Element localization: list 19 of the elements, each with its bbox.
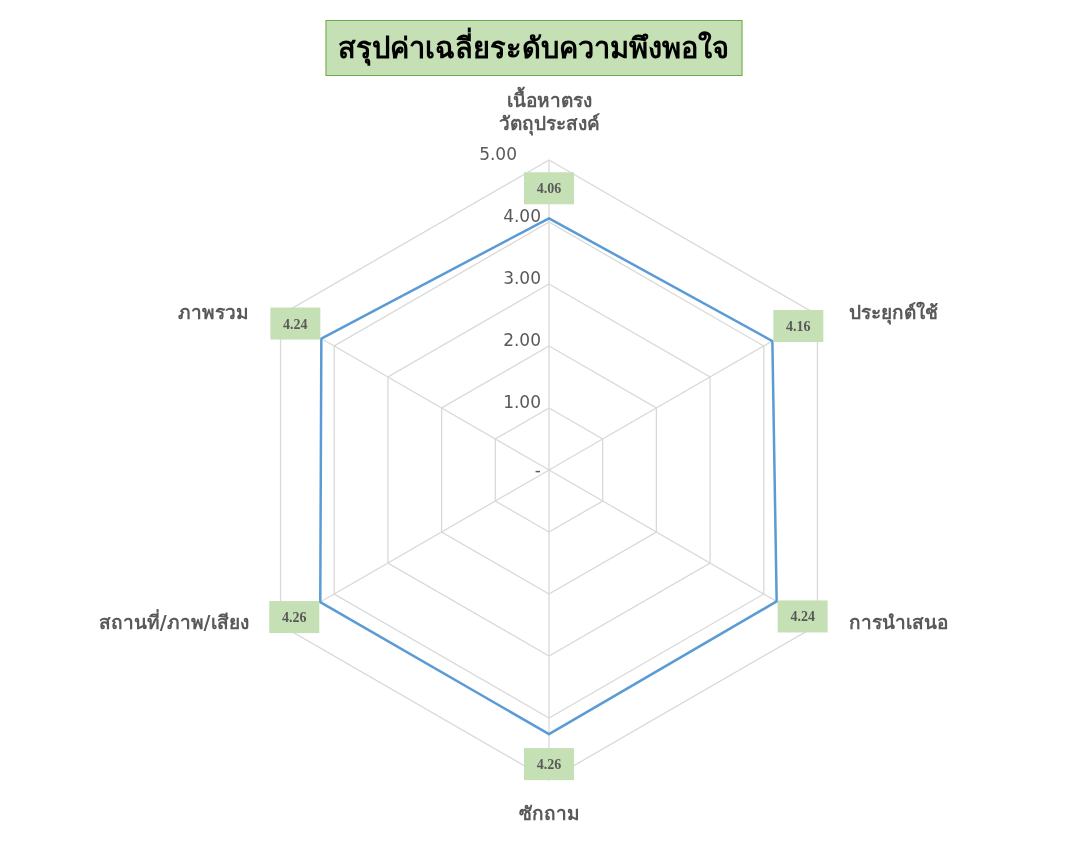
- data-label: 4.06: [536, 181, 562, 197]
- data-label: 4.26: [536, 757, 562, 773]
- chart-title: สรุปค่าเฉลี่ยระดับความพึงพอใจ: [325, 20, 742, 76]
- spoke-label: ภาพรวม: [177, 301, 249, 325]
- spoke-label: สถานที่/ภาพ/เสียง: [98, 611, 249, 635]
- y-tick-label: 1.00: [503, 392, 541, 412]
- data-label: 4.24: [790, 609, 815, 625]
- spoke-label: การนำเสนอ: [849, 611, 949, 635]
- spoke-label: ซักถาม: [517, 802, 581, 826]
- spoke-label: ประยุกต์ใช้: [849, 301, 939, 325]
- y-tick-label: -: [534, 460, 541, 480]
- y-tick-label: 2.00: [503, 330, 541, 350]
- y-tick-label: 5.00: [479, 144, 517, 164]
- data-label: 4.16: [786, 319, 811, 335]
- spoke-label: เนื้อหาตรงวัตถุประสงค์: [497, 88, 601, 136]
- data-label: 4.24: [283, 316, 308, 332]
- data-label: 4.26: [282, 610, 307, 626]
- y-tick-label: 4.00: [503, 206, 541, 226]
- y-tick-label: 3.00: [503, 268, 541, 288]
